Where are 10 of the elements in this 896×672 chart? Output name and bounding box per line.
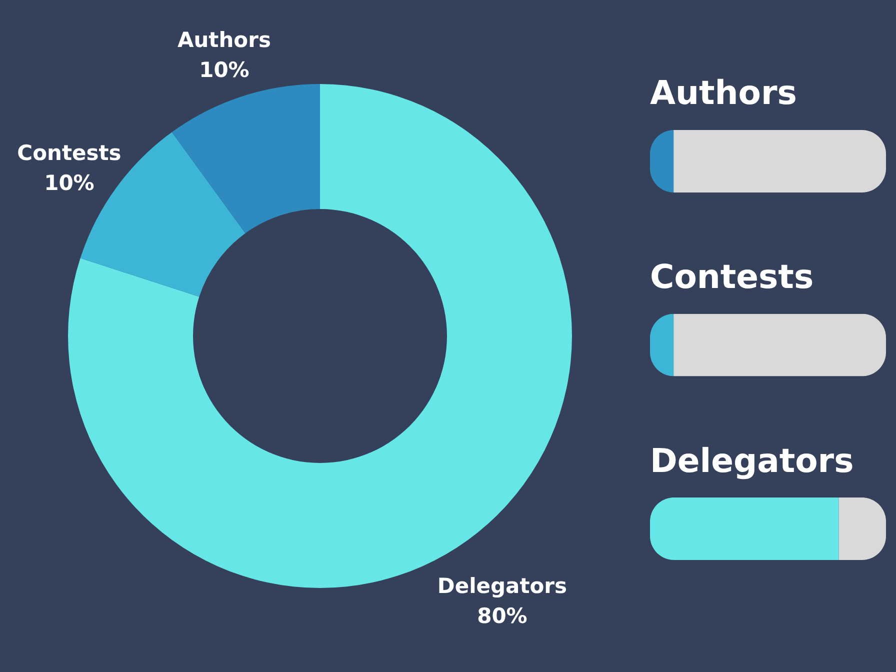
- data-label: 10%: [199, 58, 250, 82]
- donut-slice: [172, 84, 320, 234]
- data-label: 10%: [44, 170, 94, 195]
- slice-label: Contests: [17, 140, 122, 165]
- y-tick-label: Delegators: [650, 440, 854, 480]
- slice-label: Delegators: [437, 574, 568, 598]
- y-tick-label: Authors: [650, 73, 797, 112]
- y-tick-label: Contests: [650, 257, 814, 296]
- data-label: 80%: [477, 604, 528, 628]
- slice-label: Authors: [177, 28, 271, 52]
